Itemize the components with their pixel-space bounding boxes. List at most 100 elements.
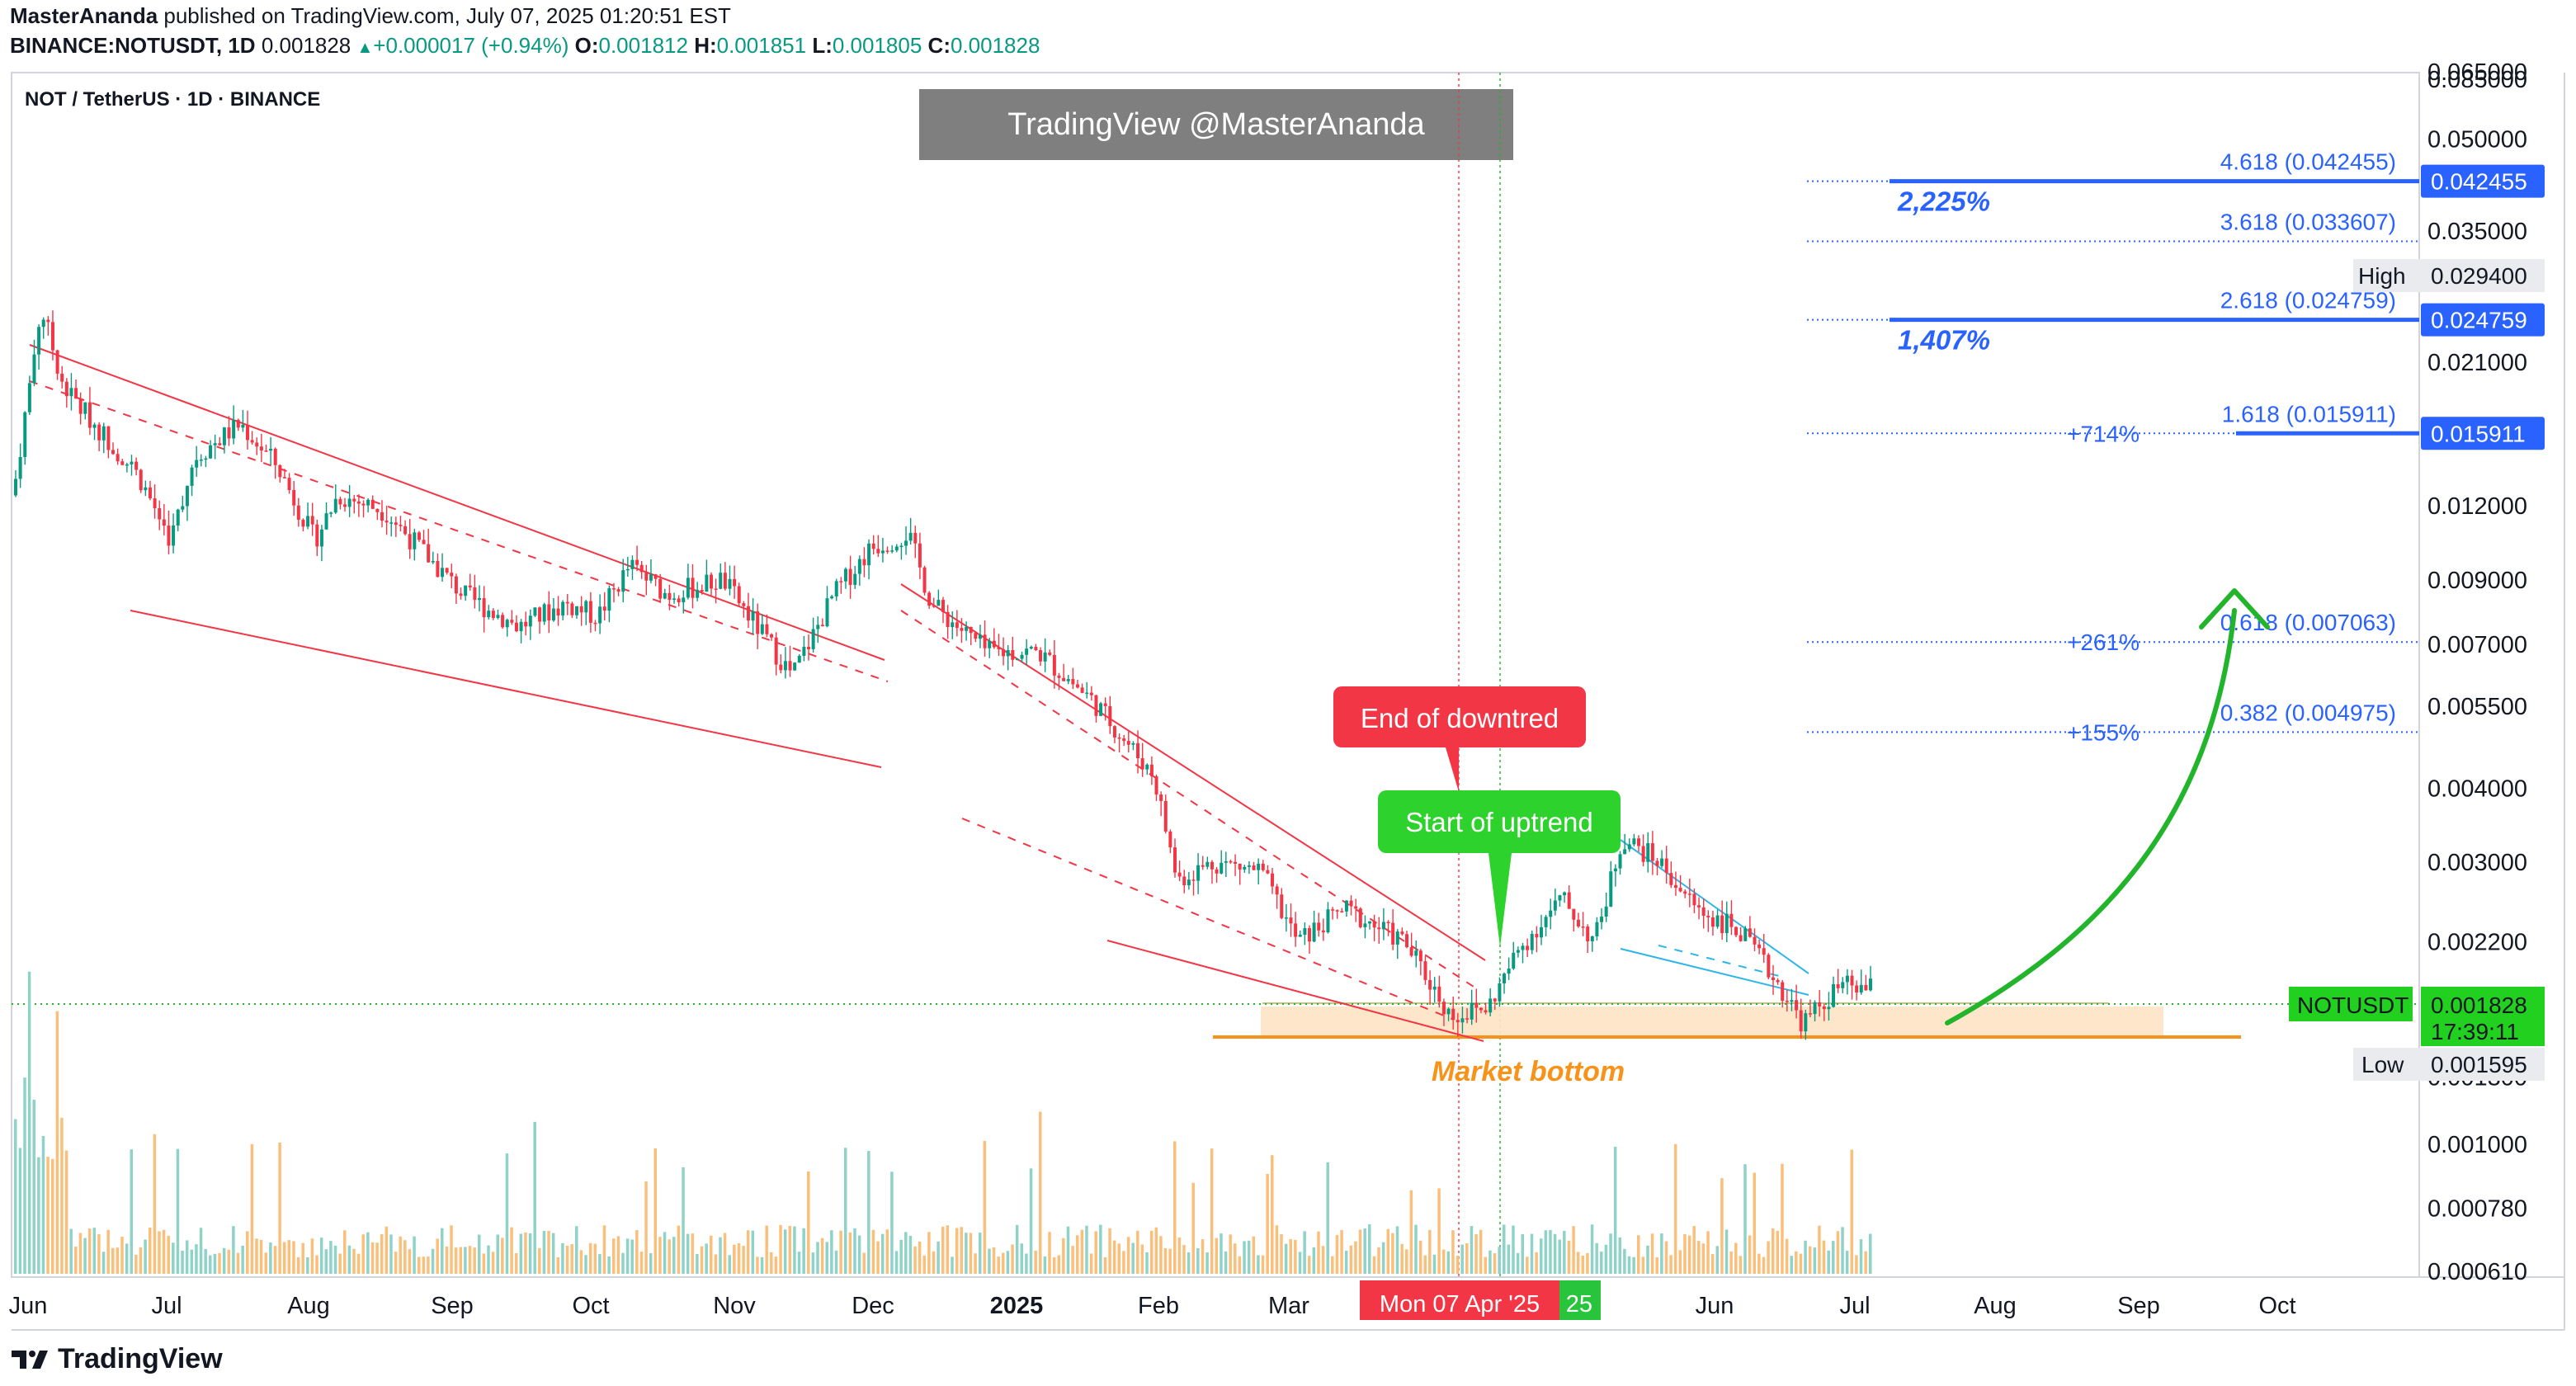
candle [1795,1000,1799,1011]
volume-bar [1563,1230,1566,1274]
volume-bar [1335,1235,1339,1274]
candle [770,634,774,638]
candle [733,578,737,587]
candle [1196,865,1201,881]
volume-bar [250,1143,254,1274]
volume-bar [1581,1255,1585,1274]
volume-bar [904,1232,908,1274]
volume-bar [1112,1240,1116,1274]
candle [951,622,955,628]
volume-bar [1729,1252,1733,1274]
volume-bar [1205,1252,1209,1274]
y-tick-label: 0.003000 [2427,850,2527,876]
volume-bar [199,1228,203,1274]
candle [1581,926,1585,928]
volume-bar [1664,1241,1668,1274]
candle [1521,945,1525,950]
y-tick-label: 0.065000 [2427,59,2527,86]
candle [1563,892,1567,896]
candle [1048,652,1052,655]
candle [1804,1013,1808,1032]
close-value: 0.001828 [950,33,1040,58]
candle [719,573,723,589]
volume-bar [385,1226,389,1274]
candle [811,629,815,649]
y-tick-label: 0.000610 [2427,1259,2527,1285]
volume-bar [598,1254,602,1274]
candle [1720,915,1724,934]
candle [1029,647,1033,649]
volume-bar [190,1249,194,1274]
volume-bar [1201,1239,1205,1274]
candle [1381,922,1385,930]
volume-bar [932,1251,936,1274]
volume-bar [1632,1256,1635,1274]
candle [1530,934,1534,950]
candle [92,424,97,428]
candle [1470,1002,1474,1020]
candle [992,640,996,648]
price-tag [2421,303,2545,337]
volume-bar [1748,1235,1752,1274]
price-tag-label: 0.024759 [2431,308,2527,333]
candle [1006,649,1010,657]
volume-bar [1623,1248,1626,1274]
candle [1210,861,1214,870]
candle [1428,979,1432,990]
volume-bars [14,971,1872,1274]
volume-bar [417,1256,421,1274]
volume-bar [880,1233,885,1274]
candle [1220,862,1224,874]
volume-bar [1002,1252,1005,1274]
candle [575,606,579,615]
volume-bar [1043,1256,1047,1274]
x-tick-label: Jul [1839,1293,1870,1319]
x-tick-label: Aug [1974,1293,2017,1319]
volume-bar [436,1238,439,1274]
volume-bar [422,1256,426,1274]
y-tick-label: 0.009000 [2427,568,2527,594]
volume-bar [1845,1251,1849,1274]
volume-bar [510,1227,513,1274]
volume-bar [538,1247,541,1274]
volume-bar [1284,1243,1288,1274]
volume-bar [918,1242,922,1274]
candle [1748,928,1752,937]
candle [797,655,801,663]
candle [1201,865,1205,867]
volume-bar [1187,1252,1191,1274]
candle [1405,934,1408,948]
volume-bar [1391,1233,1394,1274]
volume-bar [528,1233,532,1274]
date-marker-red [1360,1280,1559,1320]
volume-bar [292,1241,295,1274]
change-arrow-icon: ▲ [356,39,374,57]
volume-bar [579,1250,583,1274]
volume-bar [1418,1240,1422,1274]
x-tick-label: Jun [9,1293,48,1319]
candle [218,443,222,446]
volume-bar [1507,1244,1511,1274]
candle [658,578,663,599]
candle [1446,1008,1451,1015]
volume-bar [1869,1233,1872,1274]
candle [273,448,277,465]
candle [296,505,300,520]
high-value: 0.029400 [2431,263,2527,289]
volume-bar [1257,1255,1260,1274]
volume-bar [1470,1226,1474,1274]
volume-bar [843,1148,847,1274]
volume-bar [1724,1229,1729,1274]
candle [1080,687,1084,693]
volume-bar [116,1247,120,1274]
candle [306,516,310,527]
volume-bar [1692,1226,1696,1274]
candle [347,498,351,507]
candle [611,588,616,590]
volume-bar [1822,1240,1826,1274]
candle [876,549,880,554]
publisher-name: MasterAnanda [10,3,158,28]
candle [101,426,106,441]
volume-bar [389,1234,393,1274]
